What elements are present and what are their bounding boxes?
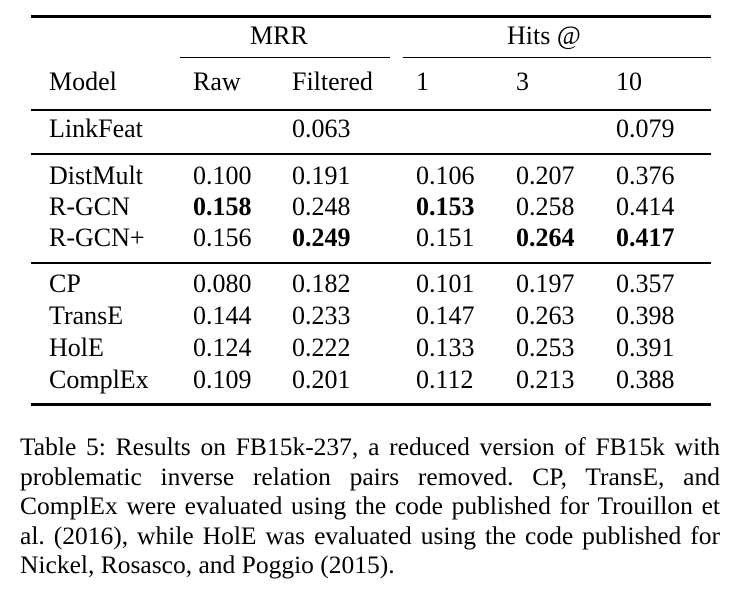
hits-group-rule	[403, 57, 711, 59]
row-distmult-hits1: 0.106	[416, 161, 475, 190]
column-header-hits-10: 10	[616, 67, 642, 96]
row-complex-raw: 0.109	[193, 365, 252, 394]
linkfeat-rule	[31, 153, 711, 155]
row-distmult-filtered: 0.191	[292, 161, 351, 190]
row-hole-raw: 0.124	[193, 333, 252, 362]
row-transe-raw: 0.144	[193, 301, 252, 330]
row-cp-hits10: 0.357	[616, 269, 675, 298]
row-linkfeat-hits10: 0.079	[616, 114, 675, 143]
row-hole-hits10: 0.391	[616, 333, 675, 362]
row-hole-hits1: 0.133	[416, 333, 475, 362]
column-header-hits-1: 1	[416, 67, 429, 96]
row-transe-hits1: 0.147	[416, 301, 475, 330]
row-transe-model: TransE	[49, 301, 124, 330]
row-rgcnplus-hits3: 0.264	[516, 223, 575, 252]
row-cp-model: CP	[49, 269, 81, 298]
row-hole-filtered: 0.222	[292, 333, 351, 362]
row-cp-filtered: 0.182	[292, 269, 351, 298]
row-rgcn-hits10: 0.414	[616, 192, 675, 221]
row-transe-filtered: 0.233	[292, 301, 351, 330]
row-rgcnplus-hits1: 0.151	[416, 223, 475, 252]
row-transe-hits10: 0.398	[616, 301, 675, 330]
row-rgcn-model: R-GCN	[49, 192, 130, 221]
row-rgcn-hits1: 0.153	[416, 192, 475, 221]
row-transe-hits3: 0.263	[516, 301, 575, 330]
row-rgcn-filtered: 0.248	[292, 192, 351, 221]
column-header-raw: Raw	[193, 67, 241, 96]
row-distmult-hits3: 0.207	[516, 161, 575, 190]
hits-group-header: Hits @	[507, 21, 581, 50]
row-rgcnplus-model: R-GCN+	[49, 223, 145, 252]
row-cp-hits3: 0.197	[516, 269, 575, 298]
table-top-rule	[31, 15, 711, 18]
row-cp-hits1: 0.101	[416, 269, 475, 298]
mrr-group-rule	[180, 57, 390, 59]
row-linkfeat-filtered: 0.063	[292, 114, 351, 143]
mrr-group-header: MRR	[250, 21, 308, 50]
row-rgcn-raw: 0.158	[193, 192, 252, 221]
row-hole-hits3: 0.253	[516, 333, 575, 362]
row-hole-model: HolE	[49, 333, 104, 362]
header-rule	[31, 109, 711, 111]
table-bottom-rule	[31, 403, 711, 406]
row-complex-model: ComplEx	[49, 365, 149, 394]
row-complex-hits1: 0.112	[416, 365, 474, 394]
row-distmult-hits10: 0.376	[616, 161, 675, 190]
column-header-filtered: Filtered	[292, 67, 373, 96]
row-rgcnplus-filtered: 0.249	[292, 223, 351, 252]
table-caption: Table 5: Results on FB15k-237, a reduced…	[20, 432, 720, 579]
row-cp-raw: 0.080	[193, 269, 252, 298]
row-linkfeat-model: LinkFeat	[49, 114, 143, 143]
row-complex-filtered: 0.201	[292, 365, 351, 394]
row-distmult-raw: 0.100	[193, 161, 252, 190]
rgcn-group-rule	[31, 262, 711, 264]
column-header-hits-3: 3	[516, 67, 529, 96]
column-header-model: Model	[49, 67, 117, 96]
row-rgcnplus-hits10: 0.417	[616, 223, 675, 252]
row-complex-hits10: 0.388	[616, 365, 675, 394]
row-rgcn-hits3: 0.258	[516, 192, 575, 221]
row-rgcnplus-raw: 0.156	[193, 223, 252, 252]
row-distmult-model: DistMult	[49, 161, 143, 190]
row-complex-hits3: 0.213	[516, 365, 575, 394]
